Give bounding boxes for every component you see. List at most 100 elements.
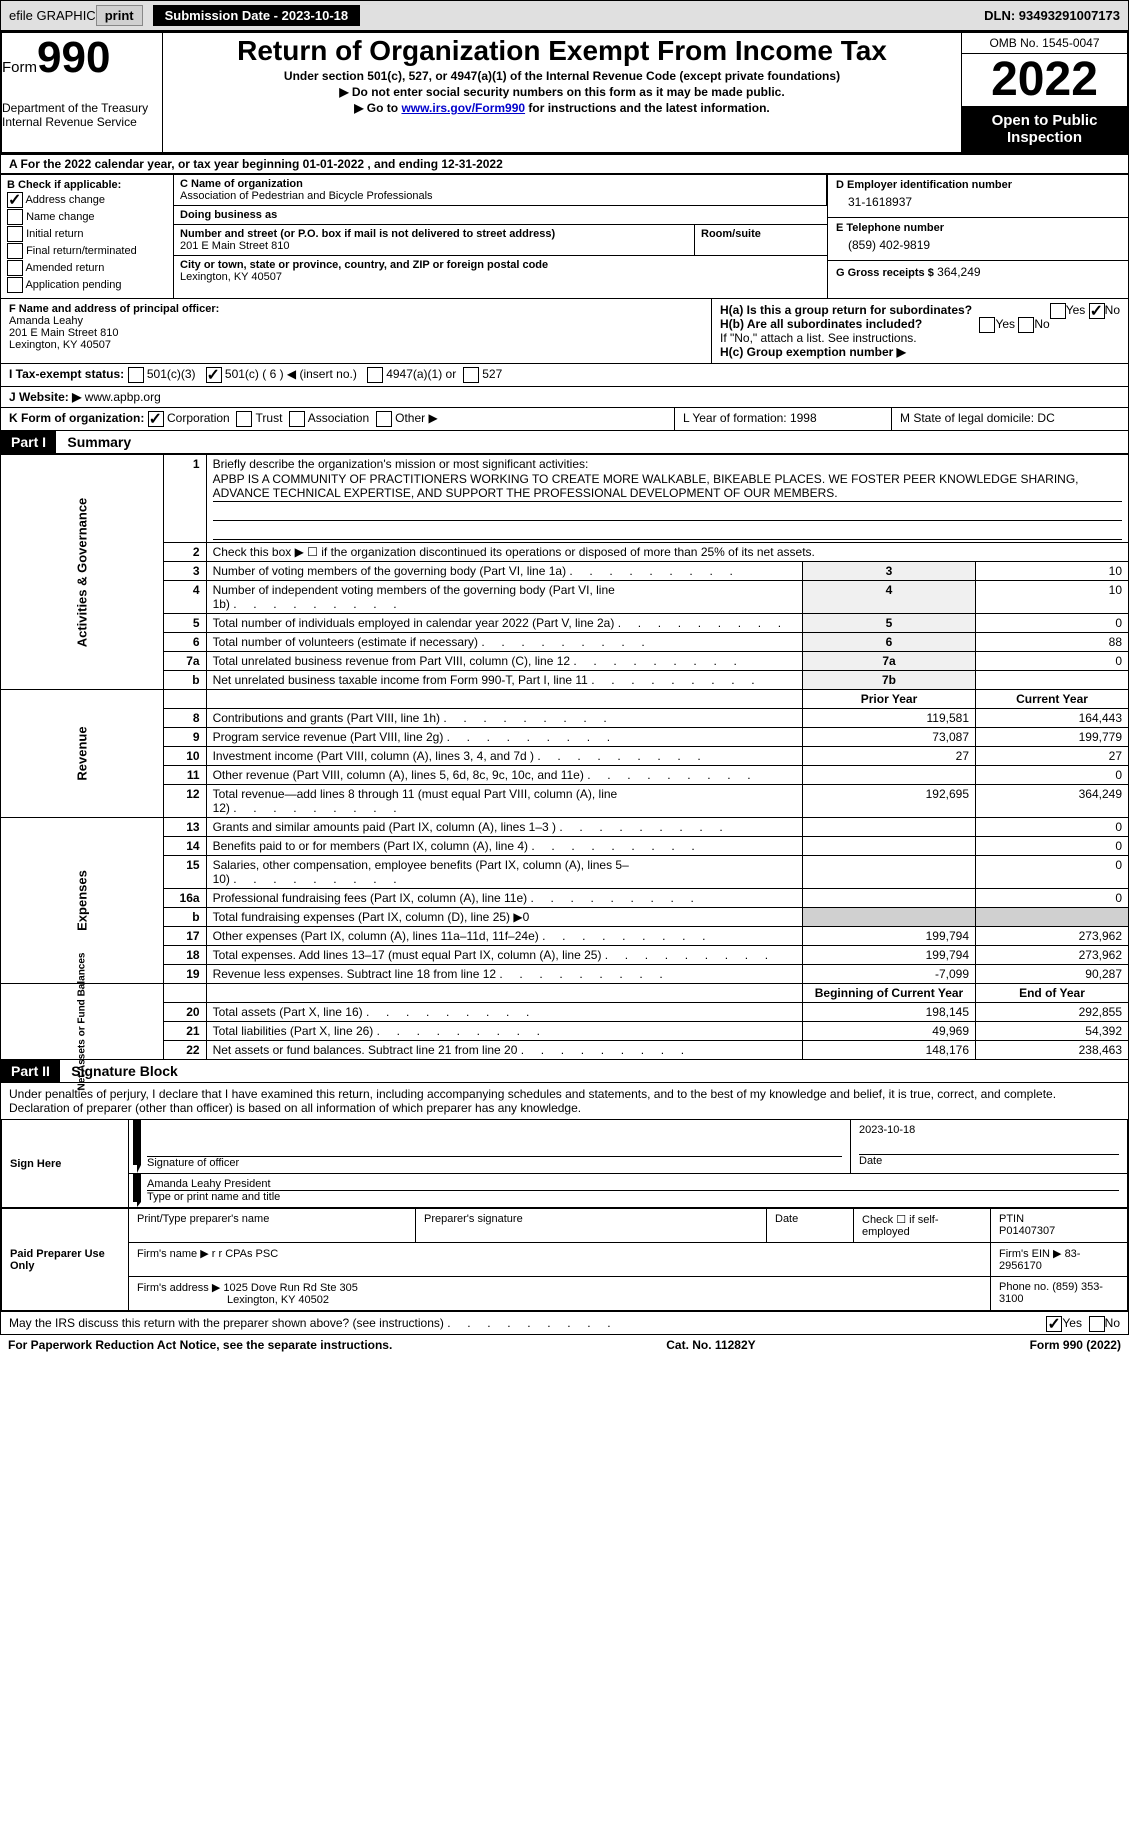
ha-yes-checkbox[interactable] [1050, 303, 1066, 319]
discuss-yes-checkbox[interactable] [1046, 1316, 1062, 1332]
chk-initial-return[interactable]: Initial return [7, 226, 167, 242]
dept-label: Department of the Treasury [2, 101, 162, 115]
mission-blank [213, 502, 1122, 521]
hb-note: If "No," attach a list. See instructions… [720, 331, 1120, 345]
i-4947-checkbox[interactable] [367, 367, 383, 383]
end-year-header: End of Year [976, 984, 1129, 1003]
paperwork-notice: For Paperwork Reduction Act Notice, see … [8, 1338, 392, 1352]
line-box: 4 [803, 581, 976, 614]
opt-label: Other ▶ [395, 411, 438, 425]
addr-label: Number and street (or P.O. box if mail i… [180, 228, 555, 240]
date-label: Date [859, 1155, 882, 1167]
checkbox-icon [7, 243, 23, 259]
line-box: 3 [803, 562, 976, 581]
line-text: Professional fundraising fees (Part IX, … [206, 889, 802, 908]
line-num: 12 [163, 785, 206, 818]
begin-year-header: Beginning of Current Year [803, 984, 976, 1003]
print-button[interactable]: print [96, 5, 143, 26]
k-assoc-checkbox[interactable] [289, 411, 305, 427]
chk-application-pending[interactable]: Application pending [7, 277, 167, 293]
firm-addr-cell: Firm's address ▶ 1025 Dove Run Rd Ste 30… [129, 1277, 991, 1311]
street-address: 201 E Main Street 810 [180, 240, 289, 252]
current-value: 54,392 [976, 1022, 1129, 1041]
firm-name-cell: Firm's name ▶ r r CPAs PSC [129, 1243, 991, 1277]
line-num: 2 [163, 543, 206, 562]
k-other-checkbox[interactable] [376, 411, 392, 427]
form-header-table: Form990 Department of the Treasury Inter… [0, 31, 1129, 154]
line-num: 16a [163, 889, 206, 908]
line-num: 17 [163, 927, 206, 946]
form-word: Form [2, 59, 37, 76]
line-text: Contributions and grants (Part VIII, lin… [206, 709, 802, 728]
i-501c3-checkbox[interactable] [128, 367, 144, 383]
i-label: I Tax-exempt status: [9, 367, 124, 381]
discuss-no-checkbox[interactable] [1089, 1316, 1105, 1332]
prep-date-cell: Date [767, 1209, 854, 1243]
line-num [163, 984, 206, 1003]
submission-date: Submission Date - 2023-10-18 [153, 5, 361, 26]
yes-label: Yes [995, 317, 1015, 331]
chk-label: Final return/terminated [26, 245, 137, 257]
chk-final-return[interactable]: Final return/terminated [7, 243, 167, 259]
ein-value: 31-1618937 [836, 191, 1120, 213]
line-text: Salaries, other compensation, employee b… [206, 856, 802, 889]
prior-value [803, 818, 976, 837]
line-value: 10 [976, 581, 1129, 614]
k-corp-checkbox[interactable] [148, 411, 164, 427]
line-value [976, 671, 1129, 690]
opt-label: 527 [482, 367, 502, 381]
g-label: G Gross receipts $ [836, 267, 934, 279]
k-trust-checkbox[interactable] [236, 411, 252, 427]
i-501c-checkbox[interactable] [206, 367, 222, 383]
hb-label: H(b) Are all subordinates included? [720, 317, 922, 331]
line-text: Total liabilities (Part X, line 26) [206, 1022, 802, 1041]
firm-ein-label: Firm's EIN ▶ [999, 1248, 1062, 1260]
omb-number: OMB No. 1545-0047 [962, 33, 1127, 54]
current-value: 292,855 [976, 1003, 1129, 1022]
check-column: B Check if applicable: Address change Na… [1, 175, 174, 298]
note-ssn: ▶ Do not enter social security numbers o… [163, 85, 961, 99]
officer-name-cell: Amanda Leahy President Type or print nam… [129, 1174, 1128, 1208]
prior-value [803, 908, 976, 927]
officer-printed-name: Amanda Leahy President [147, 1178, 1119, 1191]
chk-label: Name change [26, 211, 95, 223]
officer-addr1: 201 E Main Street 810 [9, 327, 118, 339]
chk-amended-return[interactable]: Amended return [7, 260, 167, 276]
line-text: Investment income (Part VIII, column (A)… [206, 747, 802, 766]
fh-row: F Name and address of principal officer:… [0, 299, 1129, 364]
firm-phone-cell: Phone no. (859) 353-3100 [991, 1277, 1128, 1311]
e-label: E Telephone number [836, 222, 1120, 234]
hb-no-checkbox[interactable] [1018, 317, 1034, 333]
line-num: 4 [163, 581, 206, 614]
line-num: 8 [163, 709, 206, 728]
chk-address-change[interactable]: Address change [7, 192, 167, 208]
form-ref: Form 990 (2022) [1030, 1338, 1121, 1352]
sig-officer-label: Signature of officer [147, 1157, 239, 1169]
irs-link[interactable]: www.irs.gov/Form990 [401, 101, 525, 115]
opt-label: 501(c)(3) [147, 367, 196, 381]
line-text: Revenue less expenses. Subtract line 18 … [206, 965, 802, 984]
line-text: Total assets (Part X, line 16) [206, 1003, 802, 1022]
ha-no-checkbox[interactable] [1089, 303, 1105, 319]
vlabel-governance: Activities & Governance [1, 455, 164, 690]
prior-value: 27 [803, 747, 976, 766]
current-value: 0 [976, 837, 1129, 856]
prior-value [803, 889, 976, 908]
d-label: D Employer identification number [836, 179, 1120, 191]
prep-name-label: Print/Type preparer's name [137, 1213, 269, 1225]
yes-label: Yes [1066, 303, 1086, 317]
chk-label: Amended return [25, 262, 104, 274]
chk-name-change[interactable]: Name change [7, 209, 167, 225]
discuss-text: May the IRS discuss this return with the… [9, 1316, 611, 1330]
k-row: K Form of organization: Corporation Trus… [0, 408, 1129, 431]
line-num: 6 [163, 633, 206, 652]
line-text: Benefits paid to or for members (Part IX… [206, 837, 802, 856]
vlabel-net-assets: Net Assets or Fund Balances [1, 984, 164, 1060]
mission-blank [213, 521, 1122, 540]
firm-city-value: Lexington, KY 40502 [137, 1294, 329, 1306]
current-value: 0 [976, 856, 1129, 889]
hb-yes-checkbox[interactable] [979, 317, 995, 333]
current-value: 238,463 [976, 1041, 1129, 1060]
city-label: City or town, state or province, country… [180, 259, 548, 271]
i-527-checkbox[interactable] [463, 367, 479, 383]
